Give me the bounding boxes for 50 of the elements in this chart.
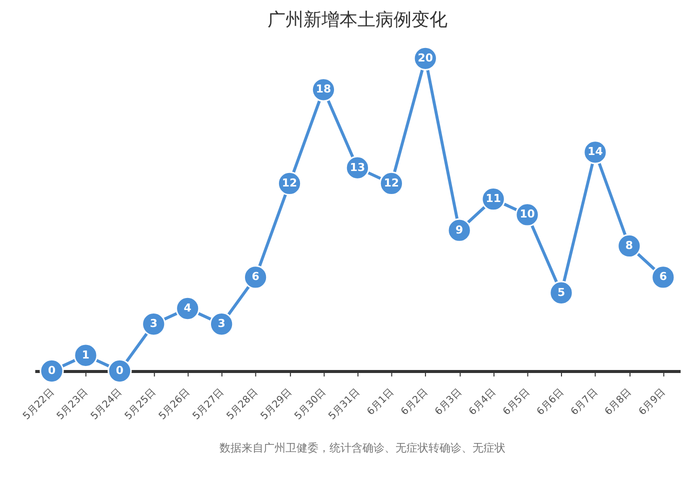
x-tick-label: 5月30日 [292,386,328,422]
data-label: 14 [588,145,604,158]
data-label: 20 [418,51,434,64]
point [549,280,574,305]
data-label: 18 [316,82,332,96]
data-label: 0 [48,364,56,377]
point [617,234,642,258]
x-tick-label: 6月8日 [603,386,634,418]
data-label: 11 [486,192,501,206]
data-label: 12 [282,176,298,190]
data-label: 9 [456,223,464,236]
data-label: 12 [384,176,400,190]
text: 数据来自广州卫健委，统计含确诊、无症状转确诊、无症状 [219,441,506,454]
point [447,218,472,242]
x-tick-label: 5月22日 [21,386,56,422]
x-tick-label: 6月6日 [535,386,566,418]
point [74,343,98,368]
x-tick-label: 6月1日 [365,386,396,418]
point [651,265,676,290]
x-tick-label: 5月28日 [224,386,260,422]
data-label: 0 [116,364,124,377]
chart-title: 广州新增本土病例变化 [267,9,448,30]
data-label: 8 [625,238,633,252]
x-tick-label: 5月23日 [55,386,90,422]
point [210,312,234,336]
data-label: 13 [350,160,366,174]
data-label: 3 [218,317,226,330]
x-tick-label: 6月5日 [501,386,532,418]
x-tick-label: 6月4日 [467,386,498,418]
data-label: 6 [659,270,667,284]
x-tick-label: 5月31日 [326,386,362,422]
point [243,265,268,290]
x-tick-label: 6月9日 [637,386,668,418]
x-tick-label: 5月27日 [191,386,226,422]
x-tick-label: 5月29日 [258,386,294,422]
x-tick-label: 5月24日 [89,386,124,422]
data-label: 5 [557,286,566,299]
x-tick-label: 6月2日 [399,386,430,418]
data-label: 10 [520,208,536,221]
point [176,296,200,321]
x-tick-label: 6月7日 [569,386,600,418]
data-label: 3 [150,317,158,330]
x-tick-label: 5月25日 [123,386,158,422]
point [40,358,64,384]
data-label: 6 [252,270,260,284]
data-label: 4 [184,301,192,314]
data-label: 1 [82,348,90,362]
x-tick-label: 5月26日 [157,386,192,422]
point [142,312,166,336]
x-tick-label: 6月3日 [433,386,464,418]
